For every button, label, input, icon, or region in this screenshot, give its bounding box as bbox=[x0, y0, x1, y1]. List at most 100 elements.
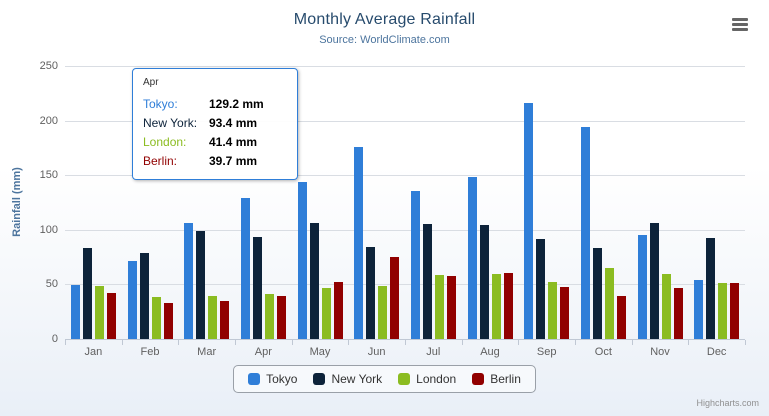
bar-tokyo-jun[interactable] bbox=[354, 146, 364, 339]
x-axis-tick-mark bbox=[178, 340, 180, 345]
tooltip-row: New York: 93.4 mm bbox=[143, 114, 287, 133]
bar-tokyo-sep[interactable] bbox=[524, 102, 534, 339]
bar-berlin-dec[interactable] bbox=[730, 283, 740, 339]
tooltip-row: Berlin: 39.7 mm bbox=[143, 152, 287, 171]
bar-new-york-dec[interactable] bbox=[706, 238, 716, 339]
x-axis-tick-label: Aug bbox=[480, 346, 500, 358]
bar-berlin-mar[interactable] bbox=[220, 301, 230, 339]
bar-london-jan[interactable] bbox=[94, 285, 104, 339]
hamburger-menu-icon bbox=[732, 17, 748, 31]
bar-berlin-feb[interactable] bbox=[163, 302, 173, 339]
x-axis-tick-label: Sep bbox=[536, 346, 557, 358]
legend-item-london[interactable]: London bbox=[398, 372, 456, 386]
bar-new-york-apr[interactable] bbox=[252, 237, 262, 339]
x-axis-tick-label: Oct bbox=[594, 346, 612, 358]
bar-new-york-feb[interactable] bbox=[139, 252, 149, 339]
legend-label: Tokyo bbox=[266, 372, 298, 386]
bar-berlin-jul[interactable] bbox=[446, 276, 456, 339]
bar-new-york-aug[interactable] bbox=[479, 225, 489, 339]
bar-berlin-oct[interactable] bbox=[616, 296, 626, 339]
y-axis-tick-label: 50 bbox=[45, 278, 58, 291]
bar-london-sep[interactable] bbox=[548, 281, 558, 339]
bar-london-oct[interactable] bbox=[604, 267, 614, 339]
tooltip-header: Apr bbox=[143, 77, 159, 88]
bar-london-aug[interactable] bbox=[491, 273, 501, 339]
x-axis-tick-mark bbox=[121, 340, 123, 345]
legend-item-berlin[interactable]: Berlin bbox=[472, 372, 521, 386]
bar-tokyo-oct[interactable] bbox=[580, 127, 590, 339]
bar-london-feb[interactable] bbox=[151, 296, 161, 339]
legend-label: London bbox=[416, 372, 457, 386]
legend-marker bbox=[398, 373, 411, 385]
x-axis-tick-label: Apr bbox=[254, 346, 272, 358]
x-axis-tick-label: Feb bbox=[140, 346, 160, 358]
bar-london-apr[interactable] bbox=[264, 293, 274, 339]
x-axis-tick-label: Nov bbox=[650, 346, 670, 358]
legend-item-new-york[interactable]: New York bbox=[313, 372, 382, 386]
bar-tokyo-jul[interactable] bbox=[410, 190, 420, 339]
y-axis-tick-label: 250 bbox=[39, 60, 58, 72]
legend-label: Berlin bbox=[490, 372, 521, 386]
tooltip-row: London: 41.4 mm bbox=[143, 133, 287, 152]
bar-london-jul[interactable] bbox=[434, 274, 444, 339]
x-axis-tick-mark bbox=[688, 340, 690, 345]
bar-london-nov[interactable] bbox=[661, 274, 671, 339]
tooltip-series-label: Tokyo: bbox=[143, 97, 178, 111]
bar-tokyo-aug[interactable] bbox=[467, 176, 477, 339]
bar-new-york-sep[interactable] bbox=[536, 239, 546, 339]
y-axis-tick-label: 200 bbox=[39, 114, 58, 127]
credits-link[interactable]: Highcharts.com bbox=[696, 398, 759, 408]
tooltip-series-value: 129.2 mm bbox=[209, 97, 264, 111]
gridline bbox=[65, 120, 745, 122]
bar-berlin-may[interactable] bbox=[333, 281, 343, 339]
tooltip-series-label: New York: bbox=[143, 116, 198, 130]
bar-new-york-may[interactable] bbox=[309, 223, 319, 339]
tooltip-series-value: 93.4 mm bbox=[209, 116, 258, 130]
bar-berlin-nov[interactable] bbox=[673, 287, 683, 339]
bar-berlin-apr[interactable] bbox=[276, 295, 286, 339]
gridline bbox=[65, 175, 745, 177]
bar-new-york-jun[interactable] bbox=[366, 246, 376, 339]
bar-tokyo-may[interactable] bbox=[297, 181, 307, 339]
bar-berlin-jun[interactable] bbox=[390, 256, 400, 339]
chart-title: Monthly Average Rainfall bbox=[293, 11, 476, 28]
x-axis-tick-mark bbox=[575, 340, 576, 345]
bar-london-mar[interactable] bbox=[208, 296, 218, 339]
bar-tokyo-nov[interactable] bbox=[637, 234, 647, 339]
bar-london-dec[interactable] bbox=[718, 283, 728, 339]
plot-area bbox=[65, 66, 745, 340]
bar-tokyo-jan[interactable] bbox=[70, 284, 80, 339]
export-menu-button[interactable] bbox=[727, 13, 753, 35]
x-axis-tick-mark bbox=[518, 340, 520, 345]
bar-tokyo-mar[interactable] bbox=[184, 222, 194, 339]
bar-berlin-jan[interactable] bbox=[106, 292, 116, 339]
legend-label: New York bbox=[331, 372, 383, 386]
legend-item-tokyo[interactable]: Tokyo bbox=[248, 372, 297, 386]
bar-new-york-jan[interactable] bbox=[82, 247, 92, 339]
chart-subtitle: Source: WorldClimate.com bbox=[319, 34, 450, 46]
legend-marker bbox=[472, 373, 485, 385]
x-axis-tick-mark bbox=[235, 340, 236, 345]
bar-new-york-nov[interactable] bbox=[649, 222, 659, 339]
bar-tokyo-dec[interactable] bbox=[694, 279, 704, 339]
tooltip: Apr Tokyo: 129.2 mm New York: 93.4 mm London… bbox=[132, 68, 298, 180]
x-axis-tick-label: Mar bbox=[197, 346, 217, 358]
x-axis-tick-label: Jul bbox=[426, 346, 441, 358]
tooltip-series-label: Berlin: bbox=[143, 154, 178, 168]
bar-london-jun[interactable] bbox=[378, 286, 388, 339]
y-axis-tick-label: 150 bbox=[39, 169, 58, 182]
x-axis-tick-mark bbox=[461, 340, 463, 345]
bar-london-may[interactable] bbox=[321, 287, 331, 339]
legend-marker bbox=[313, 373, 326, 385]
bar-tokyo-feb[interactable] bbox=[127, 260, 137, 339]
legend-marker bbox=[248, 373, 261, 385]
bar-new-york-mar[interactable] bbox=[196, 231, 206, 339]
gridline bbox=[65, 229, 745, 231]
bar-berlin-sep[interactable] bbox=[560, 287, 570, 339]
bar-tokyo-apr[interactable] bbox=[240, 197, 250, 339]
bar-berlin-aug[interactable] bbox=[503, 273, 513, 339]
x-axis-tick-mark bbox=[631, 340, 633, 345]
bar-new-york-jul[interactable] bbox=[422, 224, 432, 339]
bar-new-york-oct[interactable] bbox=[592, 247, 602, 339]
